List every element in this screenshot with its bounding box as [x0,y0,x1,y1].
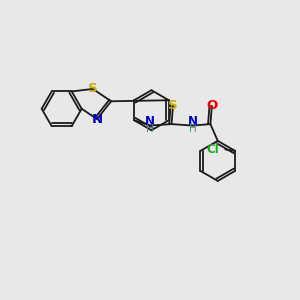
Text: O: O [206,99,218,112]
Text: N: N [188,115,198,128]
Text: H: H [146,124,154,134]
Text: S: S [88,82,98,95]
Text: N: N [145,115,155,128]
Text: S: S [168,99,178,112]
Text: N: N [92,112,103,126]
Text: H: H [189,124,196,134]
Text: Cl: Cl [206,143,219,156]
